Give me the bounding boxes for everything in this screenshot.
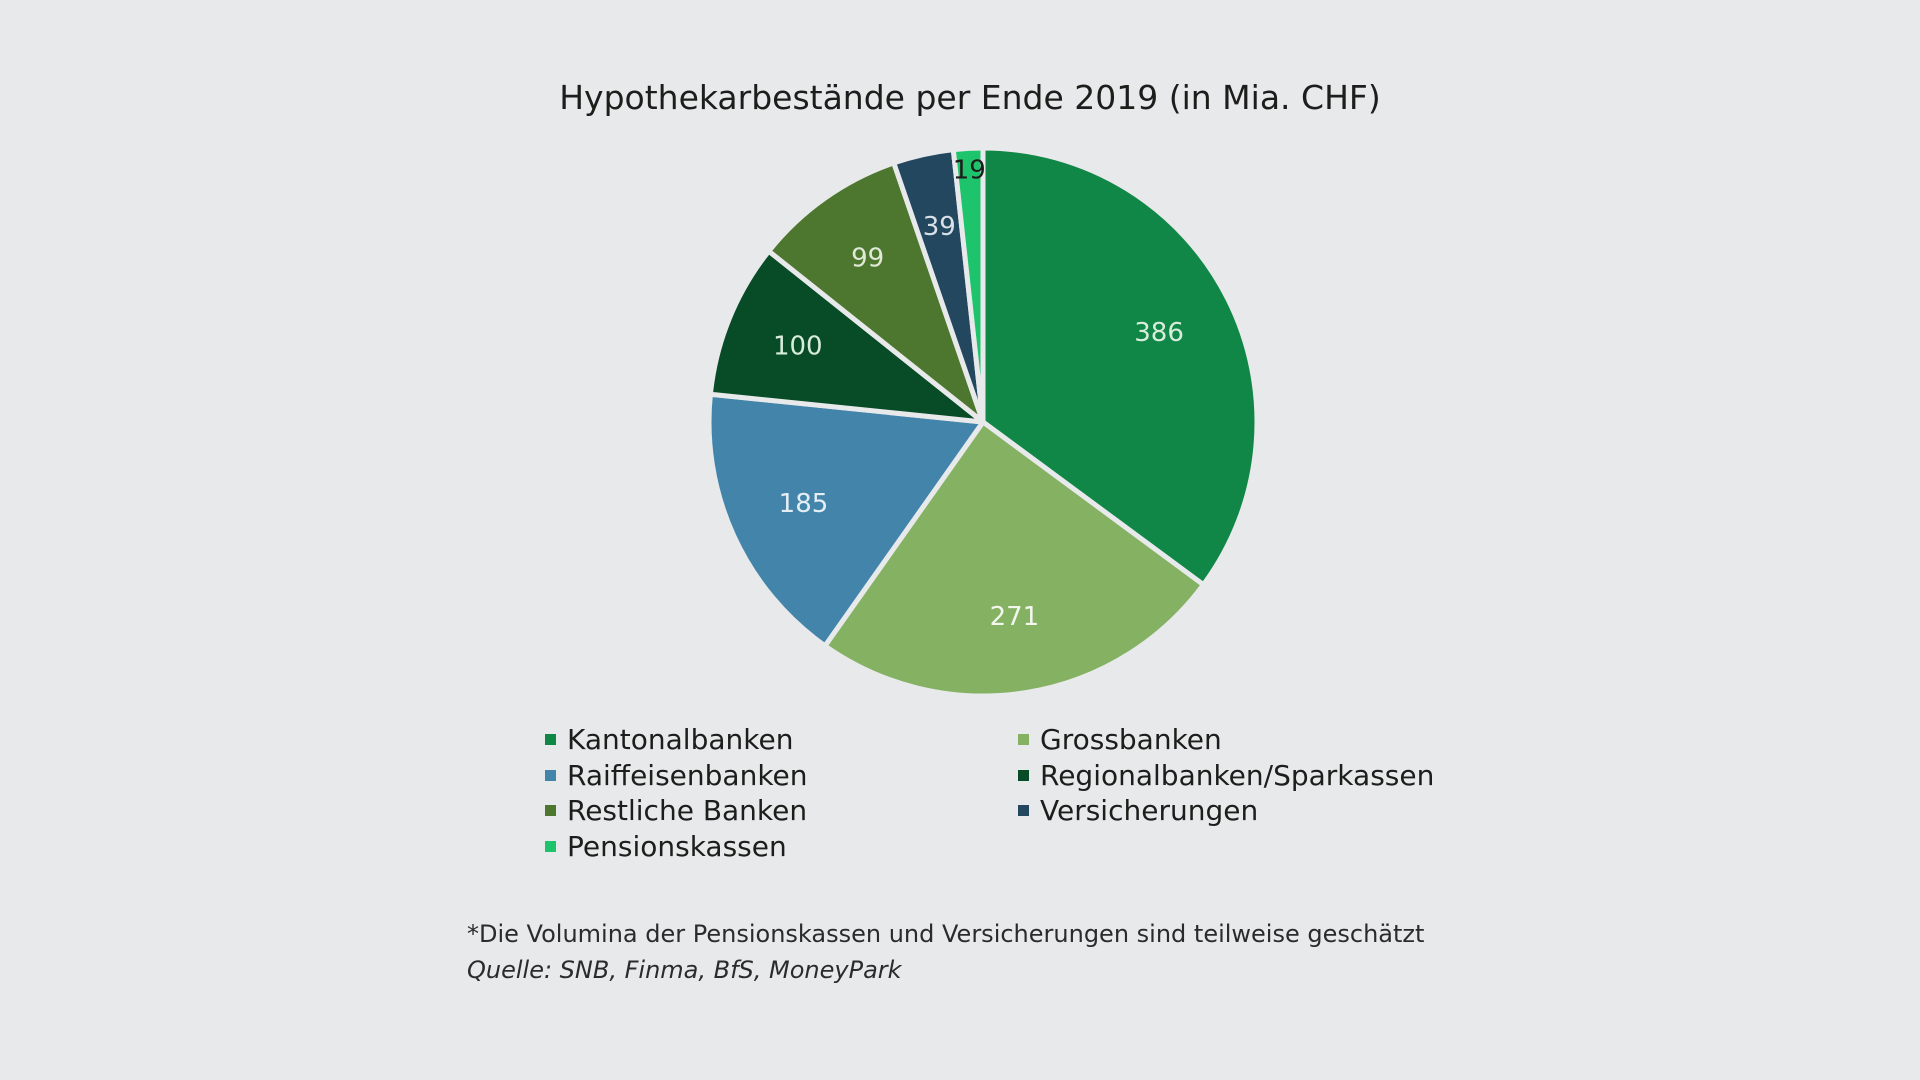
slice-label-pensionskassen: 19 <box>953 155 986 185</box>
legend-label: Raiffeisenbanken <box>567 758 808 792</box>
pie-slices <box>706 145 1260 699</box>
slice-pensionskassen <box>950 145 986 425</box>
slice-label-restliche-banken: 99 <box>851 244 884 274</box>
legend-swatch <box>545 805 556 817</box>
slice-grossbanken <box>822 419 1206 699</box>
chart-title: Hypothekarbestände per Ende 2019 (in Mia… <box>559 78 1381 117</box>
slice-label-grossbanken: 271 <box>990 602 1040 632</box>
footnote: *Die Volumina der Pensionskassen und Ver… <box>467 916 1424 988</box>
legend-item-restliche-banken: Restliche Banken <box>545 793 1018 829</box>
legend-swatch <box>1018 805 1029 817</box>
slice-label-kantonalbanken: 386 <box>1134 318 1184 348</box>
legend-item-pensionskassen: Pensionskassen <box>545 829 1018 865</box>
legend-swatch <box>1018 734 1029 746</box>
legend-label: Pensionskassen <box>567 829 787 863</box>
legend-swatch <box>545 734 556 746</box>
legend-label: Versicherungen <box>1040 794 1259 828</box>
legend-label: Grossbanken <box>1040 723 1222 757</box>
slice-label-versicherungen: 39 <box>923 212 956 242</box>
legend-item-regionalbanken-sparkassen: Regionalbanken/Sparkassen <box>1018 758 1438 794</box>
slice-kantonalbanken <box>980 145 1260 588</box>
slice-label-raiffeisenbanken: 185 <box>779 489 829 519</box>
slice-label-regionalbanken-sparkassen: 100 <box>773 331 823 361</box>
legend-swatch <box>545 840 556 852</box>
pie-labels: 386 271 185 100 99 39 19 <box>773 155 1184 632</box>
footnote-source: Quelle: SNB, Finma, BfS, MoneyPark <box>467 956 902 984</box>
legend-item-kantonalbanken: Kantonalbanken <box>545 722 1018 758</box>
legend-label: Kantonalbanken <box>567 723 794 757</box>
footnote-note: *Die Volumina der Pensionskassen und Ver… <box>467 920 1425 948</box>
legend-item-raiffeisenbanken: Raiffeisenbanken <box>545 758 1018 794</box>
slice-raiffeisenbanken <box>706 391 986 649</box>
legend-item-grossbanken: Grossbanken <box>1018 722 1438 758</box>
legend: Kantonalbanken Grossbanken Raiffeisenbanke… <box>545 722 1438 864</box>
legend-swatch <box>1018 769 1029 781</box>
legend-label: Regionalbanken/Sparkassen <box>1040 758 1435 792</box>
legend-swatch <box>545 769 556 781</box>
legend-label: Restliche Banken <box>567 794 808 828</box>
slice-regionalbanken-sparkassen <box>707 248 986 425</box>
legend-item-versicherungen: Versicherungen <box>1018 793 1438 829</box>
slice-restliche-banken <box>766 160 986 425</box>
